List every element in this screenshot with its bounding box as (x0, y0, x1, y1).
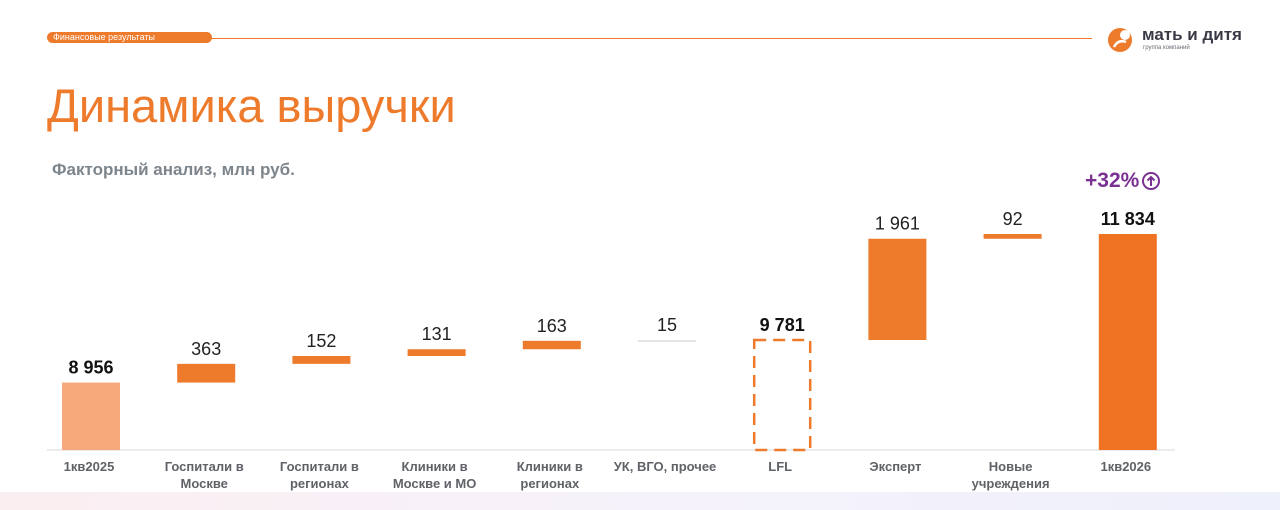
value-label-10: 11 834 (1101, 209, 1155, 229)
category-label-7: LFL (768, 459, 792, 474)
bar-9 (983, 234, 1042, 239)
growth-badge: +32% (1085, 169, 1161, 193)
logo-name: мать и дитя (1142, 25, 1242, 44)
category-label-3-line-2: регионах (290, 476, 350, 491)
category-label-3-line-1: Госпитали в (280, 459, 359, 474)
category-label-8: Эксперт (869, 459, 921, 474)
page-title: Динамика выручки (47, 79, 456, 132)
value-label-2: 363 (191, 339, 221, 359)
value-label-5: 163 (537, 316, 567, 336)
bar-10 (1098, 234, 1157, 450)
bar-5 (522, 340, 581, 350)
bar-7 (752, 338, 812, 452)
bar-4 (407, 349, 466, 356)
value-label-1: 8 956 (68, 358, 113, 378)
category-label-9-line-2: учреждения (972, 476, 1050, 491)
bar-1 (62, 382, 120, 450)
header-divider (210, 38, 1092, 39)
category-label-6: УК, ВГО, прочее (614, 459, 717, 474)
category-label-2-line-2: Москве (181, 476, 228, 491)
value-label-9: 92 (1003, 209, 1023, 229)
category-label-5-line-1: Клиники в (517, 459, 583, 474)
bar-3 (292, 355, 351, 364)
logo-mark-icon (1108, 28, 1132, 52)
bar-2 (177, 363, 236, 383)
value-label-8: 1 961 (875, 214, 920, 234)
category-label-9-line-1: Новые (989, 459, 1033, 474)
logo-subtitle: группа компаний (1143, 45, 1190, 51)
bar-8 (868, 238, 927, 340)
value-label-7: 9 781 (760, 315, 805, 335)
section-label: Финансовые результаты (47, 32, 212, 43)
arrow-up-circle-icon (1142, 172, 1161, 190)
value-label-3: 152 (306, 331, 336, 351)
category-label-4-line-2: Москве и МО (393, 476, 477, 491)
value-label-4: 131 (422, 324, 452, 344)
chart-subtitle: Факторный анализ, млн руб. (52, 160, 295, 179)
bottom-gradient-strip (0, 492, 1280, 510)
growth-value: +32% (1085, 169, 1140, 192)
company-logo: мать и дитя группа компаний (1106, 25, 1256, 55)
category-label-4-line-1: Клиники в (402, 459, 468, 474)
category-label-1: 1кв2025 (64, 459, 115, 474)
bar-6 (638, 340, 696, 343)
category-label-5-line-2: регионах (520, 476, 580, 491)
value-label-6: 15 (657, 315, 677, 335)
category-label-2-line-1: Госпитали в (165, 459, 244, 474)
category-label-10: 1кв2026 (1100, 459, 1151, 474)
